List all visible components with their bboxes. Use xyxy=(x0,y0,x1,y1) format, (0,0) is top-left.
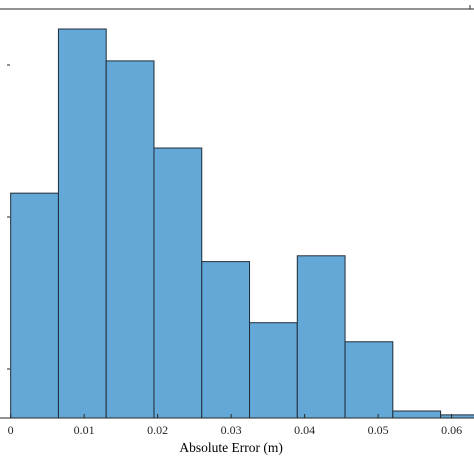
x-tick-label: 0 xyxy=(8,423,14,437)
histogram-bar xyxy=(249,322,298,419)
histogram-bar xyxy=(392,410,442,419)
x-tick-label: 0.04 xyxy=(294,423,315,437)
axes xyxy=(0,5,474,419)
x-tick-label: 0.05 xyxy=(368,423,389,437)
x-tick-label: 0.01 xyxy=(74,423,95,437)
histogram-bar xyxy=(105,60,155,419)
x-tick-label: 0.03 xyxy=(221,423,242,437)
histogram-bar xyxy=(201,261,251,419)
x-tick-label: 0.06 xyxy=(441,423,462,437)
histogram-bars xyxy=(10,28,474,419)
histogram-bar xyxy=(153,147,203,419)
histogram-bar xyxy=(10,192,59,419)
histogram-bar xyxy=(296,255,346,419)
histogram-bar xyxy=(57,28,107,419)
x-tick-label: 0.02 xyxy=(147,423,168,437)
histogram-bar xyxy=(344,341,394,419)
x-ticks: 0 0.01 0.02 0.03 0.04 0.05 0.06 xyxy=(8,414,462,437)
x-axis-label: Absolute Error (m) xyxy=(179,440,282,455)
